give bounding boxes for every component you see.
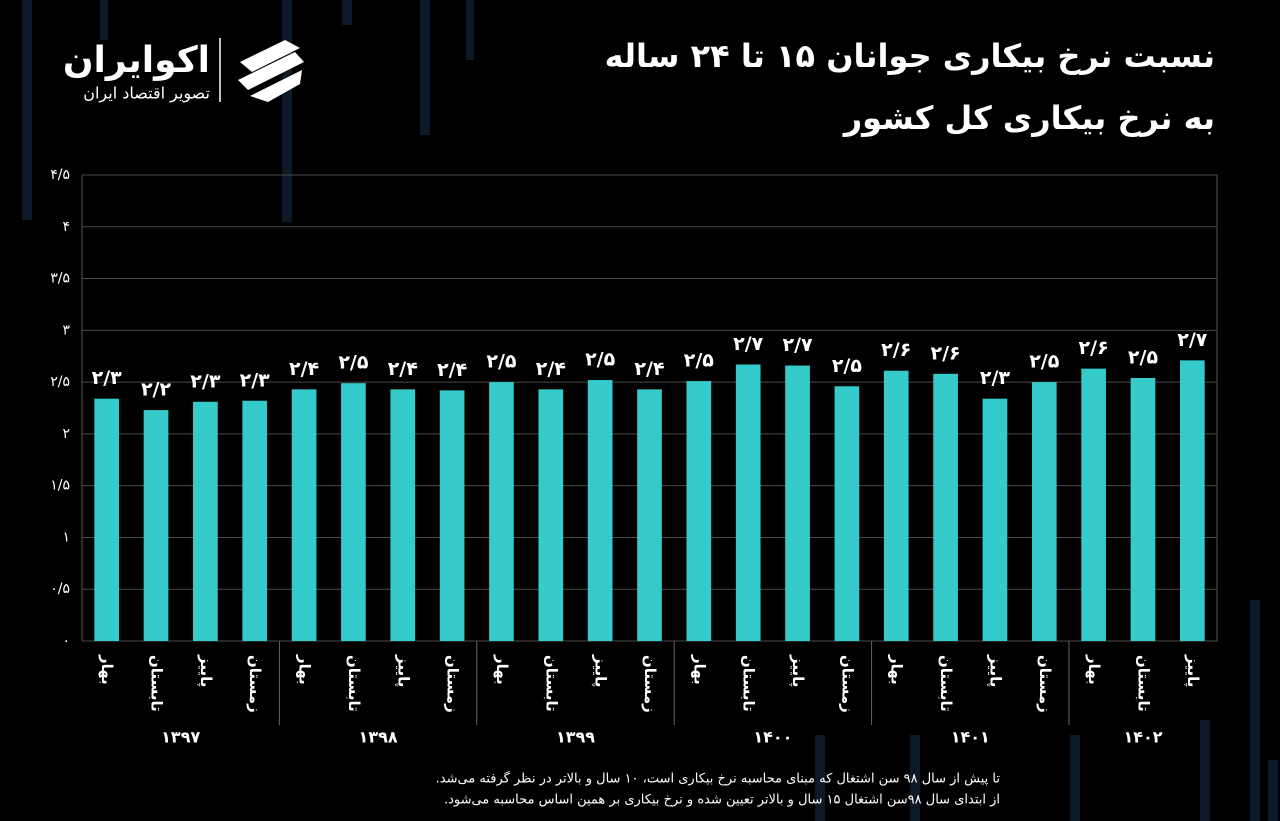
bar bbox=[291, 389, 317, 641]
bar bbox=[489, 382, 514, 641]
y-tick-label: ۰ bbox=[62, 633, 70, 649]
y-tick-label: ۰/۵ bbox=[50, 581, 70, 597]
data-label: ۲/۶ bbox=[1079, 337, 1109, 359]
data-label: ۲/۵ bbox=[1128, 346, 1159, 368]
bar bbox=[341, 383, 366, 641]
y-tick-label: ۴/۵ bbox=[50, 167, 70, 183]
data-label: ۲/۷ bbox=[782, 334, 813, 356]
bar bbox=[834, 386, 860, 641]
y-tick-label: ۲ bbox=[62, 426, 70, 442]
data-label: ۲/۳ bbox=[980, 367, 1011, 389]
data-label: ۲/۵ bbox=[338, 352, 369, 374]
x-tick-label: پاییز bbox=[591, 654, 610, 687]
x-tick-label: تابستان bbox=[345, 655, 363, 712]
data-label: ۲/۳ bbox=[190, 370, 221, 392]
data-label: ۲/۴ bbox=[536, 358, 566, 380]
x-tick-label: پاییز bbox=[788, 654, 807, 687]
y-tick-label: ۴ bbox=[62, 219, 70, 235]
bar bbox=[686, 381, 712, 641]
bar bbox=[538, 389, 564, 641]
x-tick-label: پاییز bbox=[393, 654, 412, 687]
y-tick-label: ۳ bbox=[62, 322, 70, 338]
x-tick-label: بهار bbox=[98, 654, 116, 685]
data-label: ۲/۴ bbox=[634, 358, 664, 380]
bar bbox=[1031, 382, 1057, 641]
data-label: ۲/۵ bbox=[1029, 351, 1060, 373]
logo-icon bbox=[238, 40, 304, 102]
y-tick-label: ۳/۵ bbox=[50, 271, 70, 287]
bar bbox=[1179, 360, 1205, 641]
footnote: تا پیش از سال ۹۸ سن اشتغال که مبنای محاس… bbox=[436, 771, 1001, 787]
group-label: ۱۳۹۹ bbox=[556, 728, 595, 747]
bar bbox=[390, 389, 416, 641]
data-label: ۲/۶ bbox=[931, 342, 961, 364]
y-tick-label: ۲/۵ bbox=[50, 374, 70, 390]
group-label: ۱۳۹۷ bbox=[161, 728, 200, 747]
group-label: ۱۳۹۸ bbox=[359, 728, 398, 747]
x-tick-label: تابستان bbox=[937, 655, 955, 712]
x-tick-label: تابستان bbox=[1134, 655, 1152, 712]
logo-tagline: تصویر اقتصاد ایران bbox=[83, 84, 210, 104]
x-tick-label: بهار bbox=[690, 654, 708, 685]
x-tick-label: تابستان bbox=[148, 655, 166, 712]
logo: اکوایران تصویر اقتصاد ایران bbox=[63, 38, 304, 104]
data-label: ۲/۵ bbox=[486, 351, 517, 373]
x-tick-label: زمستان bbox=[246, 655, 264, 713]
chart-title: به نرخ بیکاری کل کشور bbox=[842, 99, 1215, 137]
bar bbox=[587, 380, 613, 641]
bar bbox=[242, 400, 268, 641]
data-label: ۲/۲ bbox=[141, 379, 172, 401]
data-label: ۲/۵ bbox=[684, 350, 715, 372]
x-tick-label: بهار bbox=[493, 654, 511, 685]
data-label: ۲/۴ bbox=[289, 358, 319, 380]
logo-name: اکوایران bbox=[63, 40, 210, 81]
data-label: ۲/۶ bbox=[881, 339, 911, 361]
y-tick-label: ۱/۵ bbox=[50, 478, 70, 494]
footnote: از ابتدای سال ۹۸سن اشتغال ۱۵ سال و بالات… bbox=[444, 793, 1000, 808]
x-tick-label: پاییز bbox=[196, 654, 215, 687]
bar bbox=[193, 401, 218, 641]
data-label: ۲/۷ bbox=[733, 333, 764, 355]
bar bbox=[439, 390, 465, 641]
data-label: ۲/۵ bbox=[585, 349, 616, 371]
data-label: ۲/۷ bbox=[1177, 329, 1208, 351]
bar bbox=[1081, 368, 1106, 641]
data-label: ۲/۵ bbox=[832, 355, 863, 377]
x-tick-label: زمستان bbox=[444, 655, 462, 713]
x-tick-label: تابستان bbox=[740, 655, 758, 712]
x-tick-label: بهار bbox=[296, 654, 314, 685]
bar bbox=[637, 389, 662, 641]
x-tick-label: پاییز bbox=[1183, 654, 1202, 687]
bar bbox=[94, 398, 120, 641]
group-label: ۱۴۰۲ bbox=[1123, 728, 1162, 747]
x-tick-label: تابستان bbox=[542, 655, 560, 712]
background-decoration bbox=[22, 0, 1278, 821]
bar bbox=[785, 365, 810, 641]
y-tick-label: ۱ bbox=[62, 529, 70, 545]
bar bbox=[883, 370, 909, 641]
data-label: ۲/۳ bbox=[92, 367, 123, 389]
x-tick-label: زمستان bbox=[641, 655, 659, 713]
bar bbox=[1130, 377, 1156, 641]
data-label: ۲/۴ bbox=[437, 359, 467, 381]
x-tick-label: بهار bbox=[1085, 654, 1103, 685]
x-tick-label: زمستان bbox=[1036, 655, 1054, 713]
x-tick-label: بهار bbox=[888, 654, 906, 685]
bar bbox=[933, 373, 958, 641]
x-tick-label: پاییز bbox=[985, 654, 1004, 687]
bar bbox=[143, 410, 169, 641]
bar bbox=[735, 364, 761, 641]
data-label: ۲/۳ bbox=[240, 369, 271, 391]
x-tick-label: زمستان bbox=[838, 655, 856, 713]
bar bbox=[982, 398, 1008, 641]
chart-title: نسبت نرخ بیکاری جوانان ۱۵ تا ۲۴ ساله bbox=[605, 37, 1215, 75]
group-label: ۱۴۰۰ bbox=[753, 728, 792, 747]
group-label: ۱۴۰۱ bbox=[951, 728, 990, 747]
data-label: ۲/۴ bbox=[388, 358, 418, 380]
